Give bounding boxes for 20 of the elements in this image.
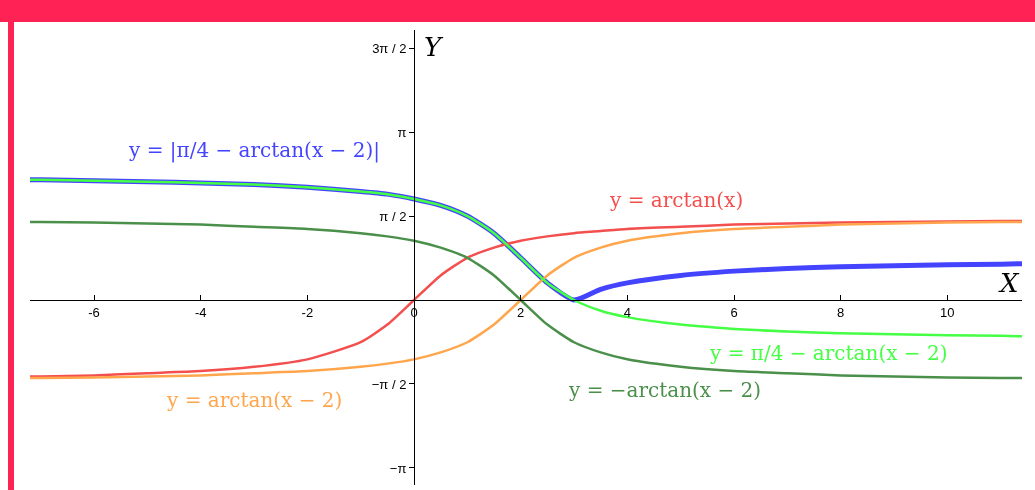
x-tick-label: 6	[730, 304, 738, 320]
x-tick-label: 2	[517, 304, 525, 320]
x-tick-label: 8	[837, 304, 845, 320]
y-axis-title: Y	[424, 32, 444, 62]
series-label: y = arctan(x − 2)	[166, 388, 343, 412]
y-tick-label: 3π / 2	[372, 40, 407, 56]
y-tick-label: −π	[389, 460, 407, 476]
series-label: y = π/4 − arctan(x − 2)	[709, 341, 948, 365]
y-tick-label: π / 2	[379, 208, 407, 224]
y-tick-label: −π / 2	[371, 376, 407, 392]
x-tick-label: -6	[88, 304, 100, 320]
series-label: y = arctan(x)	[609, 188, 744, 212]
series-label: y = |π/4 − arctan(x − 2)|	[128, 138, 380, 163]
x-tick-label: 4	[623, 304, 631, 320]
x-tick-label: -4	[194, 304, 207, 320]
x-tick-label: -2	[301, 304, 314, 320]
x-tick-label: 10	[940, 304, 955, 320]
x-axis-title: X	[998, 268, 1020, 298]
series-label: y = −arctan(x − 2)	[568, 378, 762, 402]
y-tick-label: π	[397, 124, 407, 140]
